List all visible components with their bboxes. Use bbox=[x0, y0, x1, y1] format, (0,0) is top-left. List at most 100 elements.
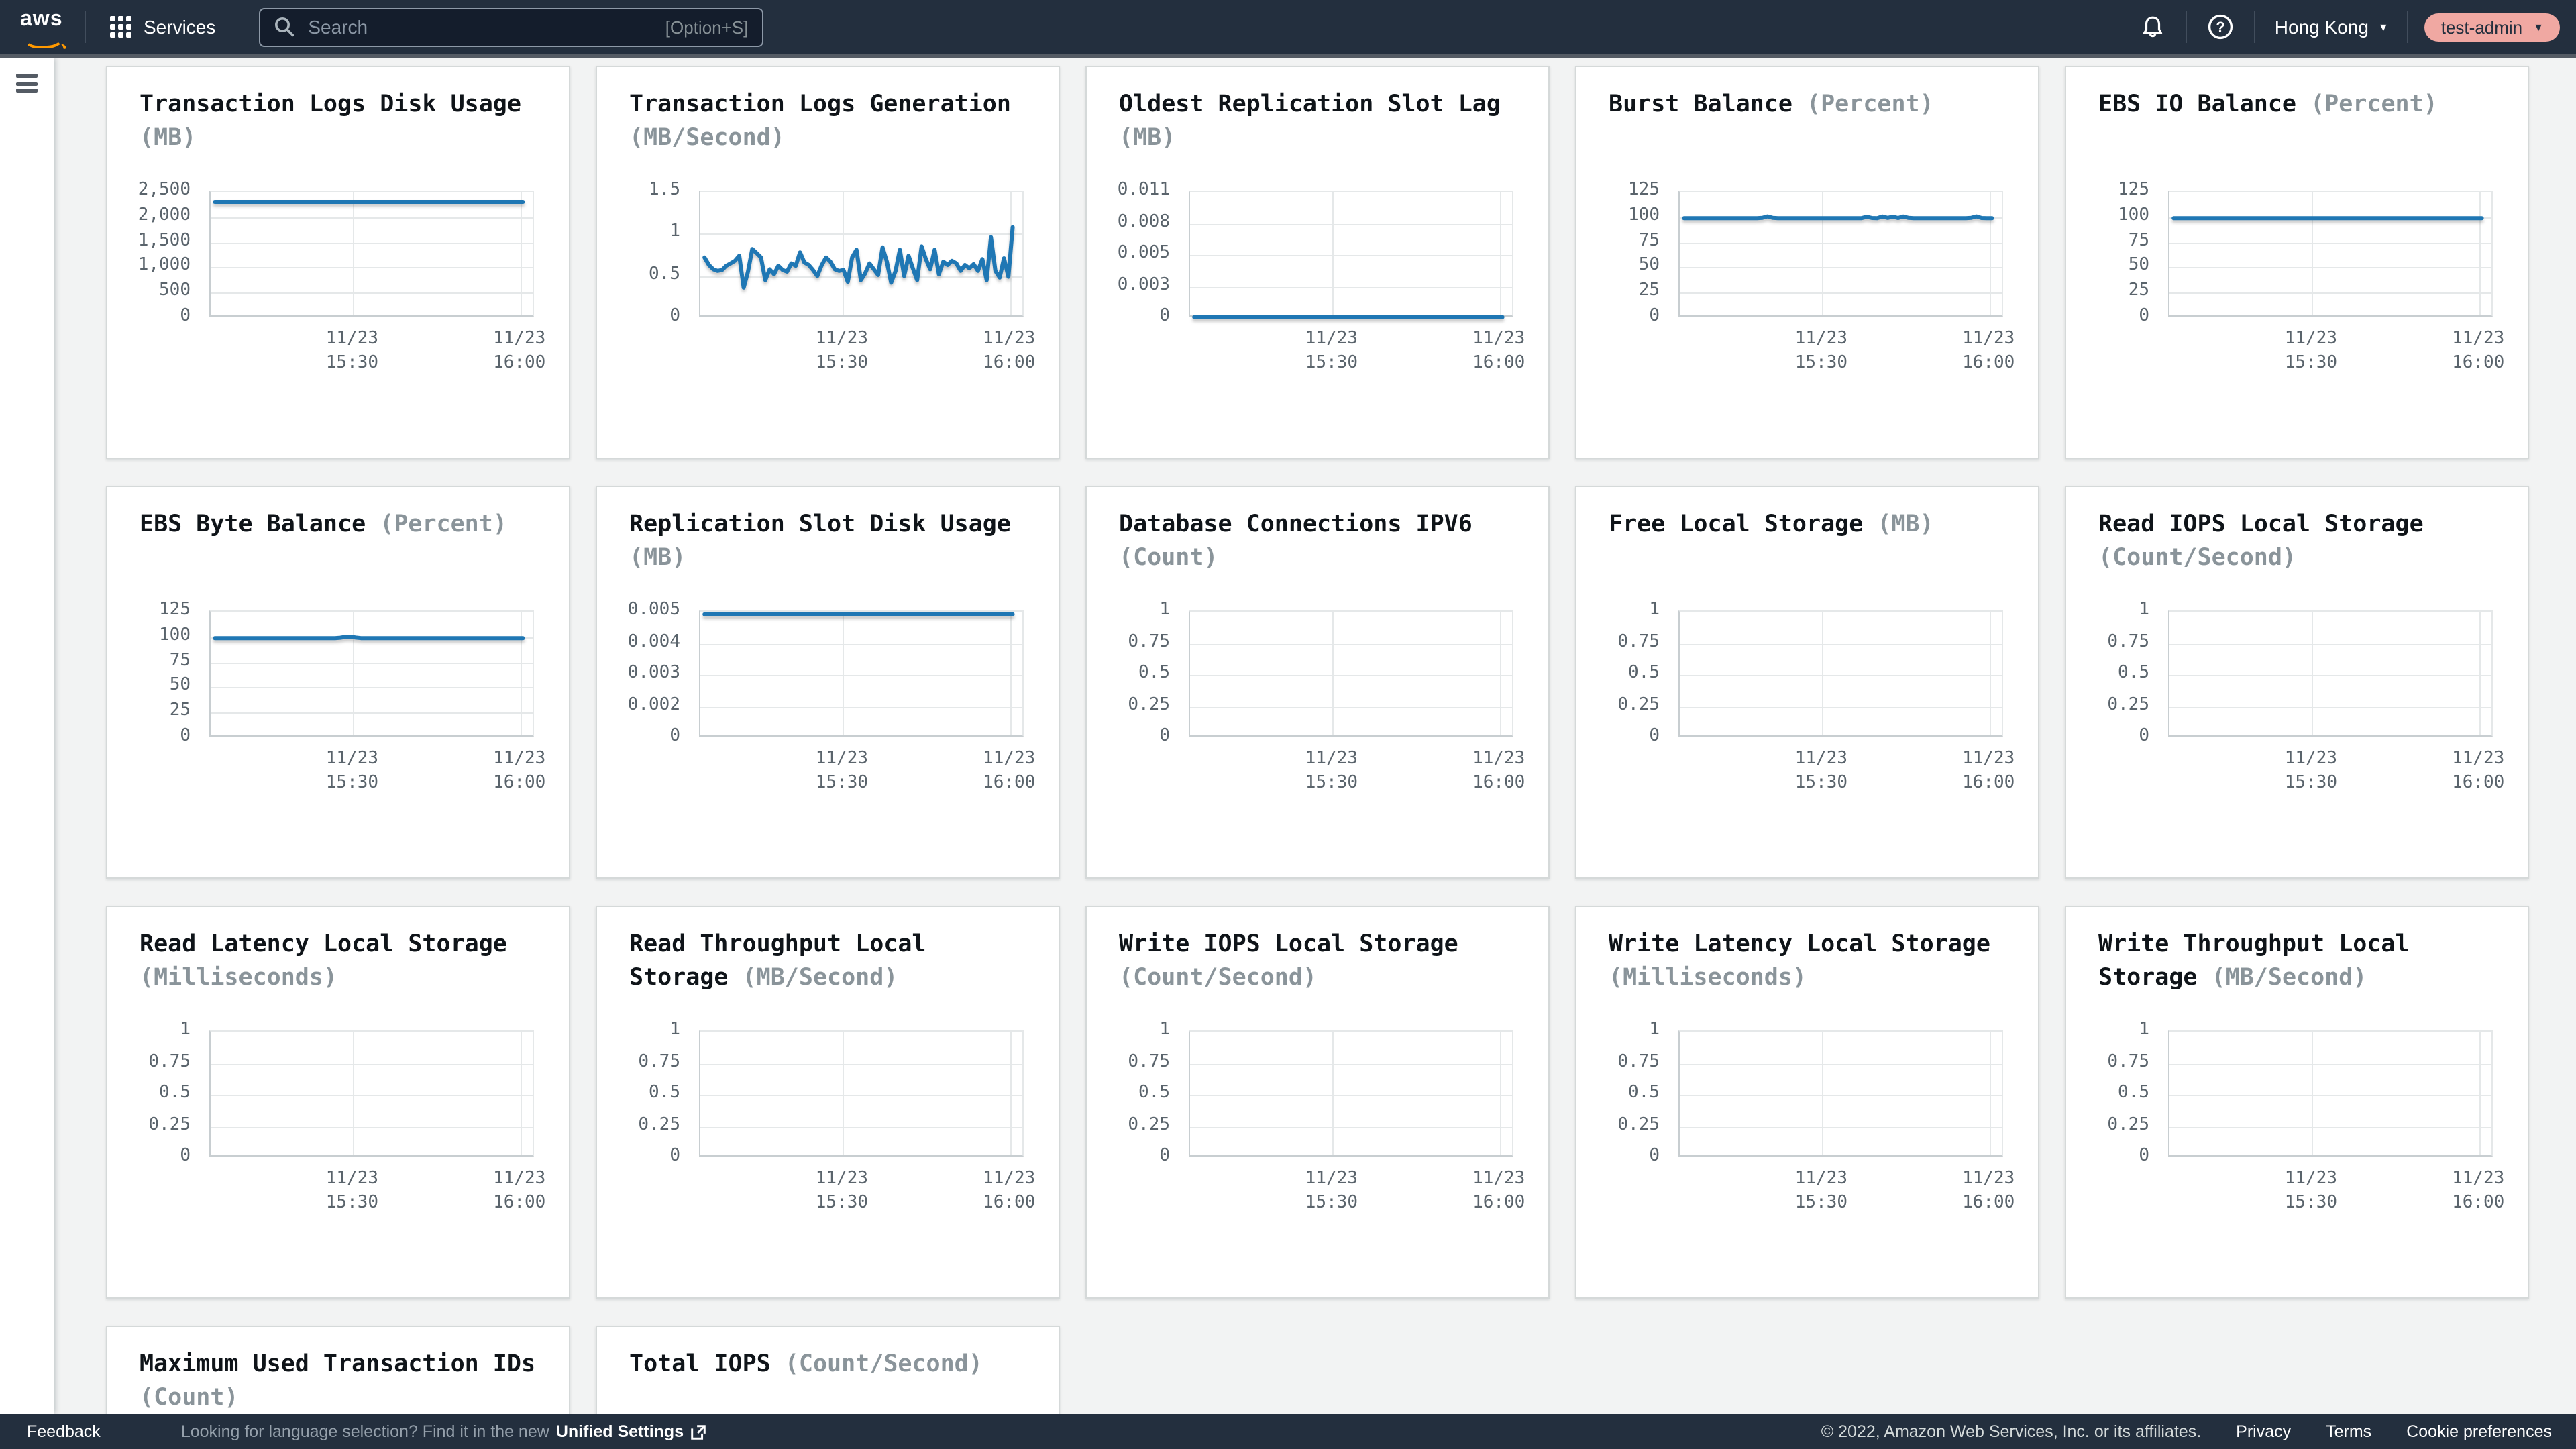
metric-card[interactable]: Transaction Logs Disk Usage (MB) 11/23 15:… bbox=[106, 66, 570, 459]
metric-card[interactable]: Database Connections IPV6 (Count) 11/23 15… bbox=[1085, 486, 1550, 879]
v-gridline bbox=[2312, 612, 2314, 735]
x-tick-label: 11/23 15:30 bbox=[1289, 1167, 1375, 1216]
metric-card[interactable]: Total IOPS (Count/Second) bbox=[596, 1326, 1060, 1414]
x-tick-label: 11/23 16:00 bbox=[476, 1167, 562, 1216]
metric-card[interactable]: EBS Byte Balance (Percent) 11/23 15:30 11/2… bbox=[106, 486, 570, 879]
aws-logo-text: aws bbox=[20, 8, 63, 31]
unified-settings-link[interactable]: Unified Settings bbox=[556, 1422, 706, 1441]
metric-card[interactable]: Write Throughput Local Storage (MB/Secon… bbox=[2065, 906, 2529, 1299]
chart-title-text: Transaction Logs Generation bbox=[629, 91, 1011, 118]
x-tick-date: 11/23 bbox=[325, 329, 379, 349]
h-gridline bbox=[1190, 706, 1512, 708]
chart-area: 11/23 15:30 11/23 16:00 1 0.75 0.5 0.25 0 bbox=[2098, 600, 2528, 825]
metric-card[interactable]: Write IOPS Local Storage (Count/Second) 1… bbox=[1085, 906, 1550, 1299]
search-box[interactable]: [Option+S] bbox=[258, 7, 763, 46]
services-menu-button[interactable]: Services bbox=[102, 11, 223, 43]
feedback-button[interactable]: Feedback bbox=[27, 1422, 101, 1441]
chart-title: Write Latency Local Storage (Millisecond… bbox=[1576, 907, 2038, 996]
metric-card[interactable]: Free Local Storage (MB) 11/23 15:30 11/23 16… bbox=[1575, 486, 2039, 879]
y-axis-labels: 1 0.75 0.5 0.25 0 bbox=[1119, 600, 1178, 746]
y-tick-label: 100 bbox=[2118, 205, 2149, 225]
y-tick-label: 0 bbox=[669, 306, 680, 326]
y-tick-label: 0 bbox=[180, 726, 191, 746]
h-gridline bbox=[211, 242, 533, 244]
chart-unit-text: (Count/Second) bbox=[1119, 965, 1318, 991]
metric-card[interactable]: Transaction Logs Generation (MB/Second) 1… bbox=[596, 66, 1060, 459]
metric-card[interactable]: Write Latency Local Storage (Millisecond… bbox=[1575, 906, 2039, 1299]
h-gridline bbox=[211, 687, 533, 689]
h-gridline bbox=[1680, 643, 2002, 645]
y-tick-label: 0.75 bbox=[148, 1051, 191, 1071]
x-tick-time: 16:00 bbox=[1472, 1193, 1525, 1213]
y-tick-label: 0.5 bbox=[649, 1083, 680, 1103]
chart-unit-text: (Count/Second) bbox=[2098, 545, 2297, 572]
x-tick-label: 11/23 16:00 bbox=[966, 327, 1052, 376]
chart-title: Free Local Storage (MB) bbox=[1576, 487, 2038, 542]
h-gridline bbox=[211, 217, 533, 219]
x-tick-time: 15:30 bbox=[1305, 353, 1358, 373]
x-tick-time: 16:00 bbox=[2452, 353, 2505, 373]
metric-card[interactable]: Read IOPS Local Storage (Count/Second) 11… bbox=[2065, 486, 2529, 879]
plot-area bbox=[2168, 1030, 2493, 1157]
y-tick-label: 50 bbox=[1638, 255, 1660, 276]
x-tick-time: 15:30 bbox=[815, 353, 869, 373]
metric-card[interactable]: Oldest Replication Slot Lag (MB) 11/23 15:… bbox=[1085, 66, 1550, 459]
x-tick-date: 11/23 bbox=[2452, 329, 2505, 349]
aws-logo[interactable]: aws bbox=[20, 8, 68, 48]
metric-card[interactable]: Burst Balance (Percent) 11/23 15:30 11/23 16… bbox=[1575, 66, 2039, 459]
y-tick-label: 0 bbox=[1649, 306, 1660, 326]
y-tick-label: 500 bbox=[159, 280, 191, 301]
v-gridline bbox=[2312, 1032, 2314, 1155]
sidebar-collapsed bbox=[0, 58, 54, 1414]
x-tick-date: 11/23 bbox=[325, 749, 379, 769]
y-tick-label: 0.005 bbox=[1117, 243, 1170, 263]
chart-title-text: Transaction Logs Disk Usage bbox=[140, 91, 521, 118]
y-tick-label: 0.004 bbox=[627, 631, 680, 651]
cookie-preferences-link[interactable]: Cookie preferences bbox=[2406, 1422, 2552, 1441]
search-input[interactable] bbox=[305, 15, 665, 39]
h-gridline bbox=[1190, 1095, 1512, 1096]
chart-title-text: EBS IO Balance bbox=[2098, 91, 2311, 118]
account-menu[interactable]: test-admin ▼ bbox=[2424, 13, 2560, 41]
metric-card[interactable]: Read Throughput Local Storage (MB/Second… bbox=[596, 906, 1060, 1299]
x-tick-time: 15:30 bbox=[325, 773, 379, 793]
region-selector[interactable]: Hong Kong ▼ bbox=[2272, 11, 2392, 43]
v-gridline bbox=[1500, 192, 1502, 315]
chart-area: 11/23 15:30 11/23 16:00 1 0.75 0.5 0.25 0 bbox=[1609, 1020, 2038, 1245]
terms-link[interactable]: Terms bbox=[2326, 1422, 2372, 1441]
chart-title-text: Total IOPS bbox=[629, 1351, 785, 1378]
x-tick-label: 11/23 15:30 bbox=[799, 327, 885, 376]
y-tick-label: 0.75 bbox=[1128, 1051, 1170, 1071]
chart-area: 11/23 15:30 11/23 16:00 1 0.75 0.5 0.25 0 bbox=[2098, 1020, 2528, 1245]
nav-divider bbox=[85, 11, 86, 43]
y-axis-labels: 1.5 1 0.5 0 bbox=[629, 180, 688, 326]
chart-title-text: Burst Balance bbox=[1609, 91, 1807, 118]
nav-bottom-strip bbox=[0, 54, 2576, 58]
chart-area: 11/23 15:30 11/23 16:00 125 100 75 50 25 0 bbox=[140, 600, 569, 825]
metric-card[interactable]: Read Latency Local Storage (Milliseconds… bbox=[106, 906, 570, 1299]
v-gridline bbox=[2479, 1032, 2481, 1155]
footer-right: © 2022, Amazon Web Services, Inc. or its… bbox=[1821, 1422, 2552, 1441]
notifications-button[interactable] bbox=[2135, 9, 2170, 44]
hamburger-menu-button[interactable] bbox=[16, 74, 38, 93]
chart-unit-text: (Milliseconds) bbox=[140, 965, 338, 991]
y-tick-label: 50 bbox=[2128, 255, 2149, 276]
x-tick-time: 15:30 bbox=[1794, 353, 1848, 373]
metric-card[interactable]: EBS IO Balance (Percent) 11/23 15:30 11/23 1… bbox=[2065, 66, 2529, 459]
y-tick-label: 2,000 bbox=[138, 205, 191, 225]
y-tick-label: 75 bbox=[1638, 230, 1660, 251]
help-button[interactable]: ? bbox=[2204, 9, 2239, 44]
privacy-link[interactable]: Privacy bbox=[2236, 1422, 2292, 1441]
metric-card[interactable]: Replication Slot Disk Usage (MB) 11/23 15:… bbox=[596, 486, 1060, 879]
y-tick-label: 0.25 bbox=[1617, 694, 1660, 714]
x-tick-date: 11/23 bbox=[815, 329, 869, 349]
h-gridline bbox=[1190, 286, 1512, 288]
y-tick-label: 0.5 bbox=[649, 264, 680, 284]
h-gridline bbox=[1190, 1063, 1512, 1065]
y-tick-label: 0.5 bbox=[1628, 663, 1660, 683]
v-gridline bbox=[1822, 1032, 1824, 1155]
x-tick-time: 15:30 bbox=[1794, 1193, 1848, 1213]
x-tick-date: 11/23 bbox=[983, 749, 1036, 769]
metric-card[interactable]: Maximum Used Transaction IDs (Count) bbox=[106, 1326, 570, 1414]
y-tick-label: 0 bbox=[669, 726, 680, 746]
